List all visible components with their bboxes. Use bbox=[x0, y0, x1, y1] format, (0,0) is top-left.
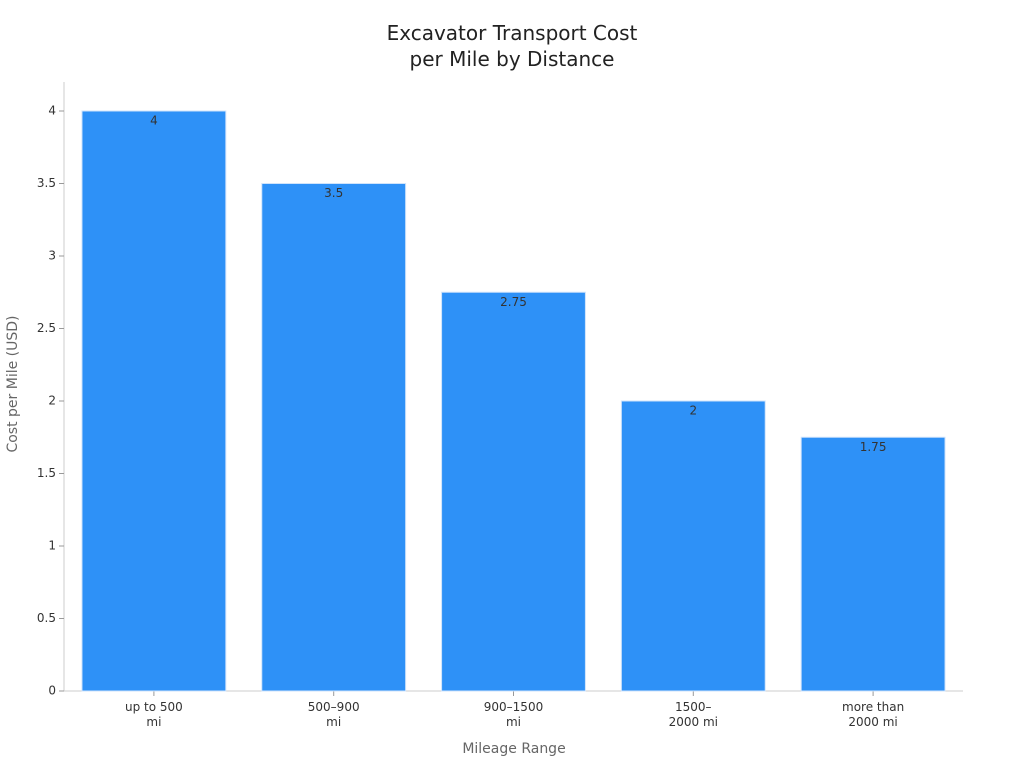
value-label: 2 bbox=[689, 404, 697, 418]
bar bbox=[800, 436, 946, 692]
y-tick-label: 1.5 bbox=[37, 466, 56, 480]
value-label: 4 bbox=[150, 114, 158, 128]
y-tick-label: 0 bbox=[48, 684, 56, 698]
y-tick-label: 2.5 bbox=[37, 321, 56, 335]
y-tick-label: 4 bbox=[48, 104, 56, 118]
y-axis-label: Cost per Mile (USD) bbox=[5, 315, 21, 453]
x-tick-label: more than 2000 mi bbox=[842, 700, 905, 729]
chart-title: Excavator Transport Cost per Mile by Dis… bbox=[386, 21, 638, 71]
bar bbox=[620, 400, 766, 692]
x-axis-label: Mileage Range bbox=[462, 741, 566, 757]
x-tick-label: 1500–2000 mi bbox=[668, 700, 718, 729]
bar bbox=[441, 291, 586, 692]
bar bbox=[261, 183, 407, 692]
x-tick-label: 900–1500 mi bbox=[483, 700, 544, 729]
value-label: 3.5 bbox=[324, 186, 343, 200]
y-tick-label: 3.5 bbox=[37, 176, 56, 190]
y-tick-label: 2 bbox=[48, 394, 56, 408]
x-tick-label: 500–900 mi bbox=[307, 700, 360, 729]
bar bbox=[81, 110, 227, 692]
x-tick-label: up to 500 mi bbox=[124, 700, 183, 729]
value-label: 1.75 bbox=[860, 440, 887, 454]
value-label: 2.75 bbox=[500, 295, 527, 309]
y-tick-label: 1 bbox=[48, 539, 56, 553]
y-tick-label: 0.5 bbox=[37, 611, 56, 625]
y-tick-label: 3 bbox=[48, 249, 56, 263]
